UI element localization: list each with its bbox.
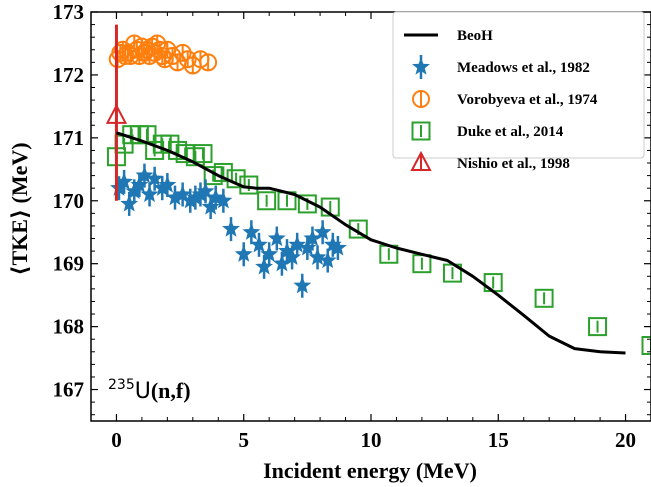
data-point — [234, 242, 253, 267]
square-marker — [588, 317, 608, 337]
star-marker — [214, 191, 233, 209]
x-tick-label: 15 — [488, 428, 509, 452]
x-tick-label: 10 — [361, 428, 382, 452]
data-point — [288, 232, 307, 257]
data-point — [588, 317, 608, 337]
legend-entry: Vorobyeva et al., 1974 — [412, 90, 598, 108]
star-marker — [412, 57, 430, 75]
data-point — [222, 217, 240, 242]
star-marker — [158, 175, 177, 193]
data-point — [257, 191, 277, 211]
square-marker — [193, 144, 213, 164]
square-marker — [641, 335, 651, 355]
data-layer — [105, 24, 651, 355]
x-tick-label: 5 — [238, 428, 249, 452]
legend-label: Meadows et al., 1982 — [457, 60, 590, 76]
legend-entry: Meadows et al., 1982 — [412, 55, 590, 79]
data-point — [308, 245, 327, 270]
data-point — [135, 163, 154, 188]
x-tick-label: 20 — [615, 428, 636, 452]
data-point — [641, 335, 651, 355]
square-marker — [411, 121, 431, 141]
star-marker — [222, 219, 240, 237]
data-point — [140, 182, 159, 207]
data-point — [242, 220, 261, 245]
reaction-annotation: 235U(n,f) — [108, 377, 191, 404]
data-point — [328, 235, 347, 260]
star-marker — [115, 172, 134, 190]
data-point — [196, 179, 215, 204]
star-marker — [260, 244, 279, 262]
data-point — [214, 188, 233, 213]
star-marker — [250, 235, 268, 253]
y-tick-label: 167 — [53, 378, 85, 402]
plot-frame — [90, 11, 651, 422]
data-point — [260, 242, 279, 267]
data-point — [293, 273, 312, 298]
data-point — [250, 232, 268, 257]
star-marker — [308, 248, 327, 266]
data-point — [267, 226, 286, 251]
y-tick-label: 172 — [53, 63, 85, 87]
data-point — [158, 173, 177, 198]
y-axis-label: ⟨TKE⟩ (MeV) — [7, 142, 32, 275]
square-marker — [348, 219, 368, 239]
legend-label: Nishio et al., 1998 — [457, 156, 570, 172]
star-marker — [242, 222, 261, 240]
legend-label: BeoH — [457, 28, 493, 44]
star-marker — [313, 222, 332, 240]
square-marker — [257, 191, 277, 211]
legend-marker — [411, 121, 431, 141]
star-marker — [328, 238, 347, 256]
data-point — [193, 144, 213, 164]
x-tick-label: 0 — [111, 428, 122, 452]
legend-marker — [412, 55, 430, 79]
star-marker — [267, 229, 286, 247]
series-line-beoh — [116, 131, 626, 355]
data-point — [206, 185, 225, 210]
star-marker — [293, 276, 312, 294]
y-tick-label: 171 — [53, 126, 85, 150]
star-marker — [135, 166, 154, 184]
square-marker — [534, 288, 554, 308]
data-point — [534, 288, 554, 308]
star-marker — [145, 169, 164, 187]
data-point — [105, 103, 128, 124]
star-marker — [234, 244, 253, 262]
star-marker — [140, 185, 159, 203]
legend-entry: Nishio et al., 1998 — [410, 150, 570, 172]
data-point — [313, 220, 332, 245]
star-marker — [206, 188, 225, 206]
legend-marker — [410, 150, 432, 171]
legend-entry: BeoH — [404, 28, 493, 44]
legend-label: Vorobyeva et al., 1974 — [457, 92, 598, 108]
y-tick-label: 173 — [53, 0, 85, 24]
data-point — [318, 248, 337, 273]
legend-entry: Duke et al., 2014 — [411, 121, 564, 141]
legend-label: Duke et al., 2014 — [457, 124, 564, 140]
y-tick-label: 170 — [53, 189, 85, 213]
star-marker — [318, 251, 337, 269]
legend-box — [392, 11, 645, 159]
y-tick-label: 169 — [53, 252, 85, 276]
legend: BeoH Meadows et al., 1982 Vorobyeva et al.… — [392, 11, 645, 172]
data-point — [115, 169, 134, 194]
star-marker — [196, 181, 215, 199]
star-marker — [288, 235, 307, 253]
data-point — [199, 53, 218, 72]
x-axis-label: Incident energy (MeV) — [263, 458, 477, 483]
y-tick-label: 168 — [53, 315, 85, 339]
data-point — [145, 166, 164, 191]
legend-marker — [412, 90, 430, 108]
